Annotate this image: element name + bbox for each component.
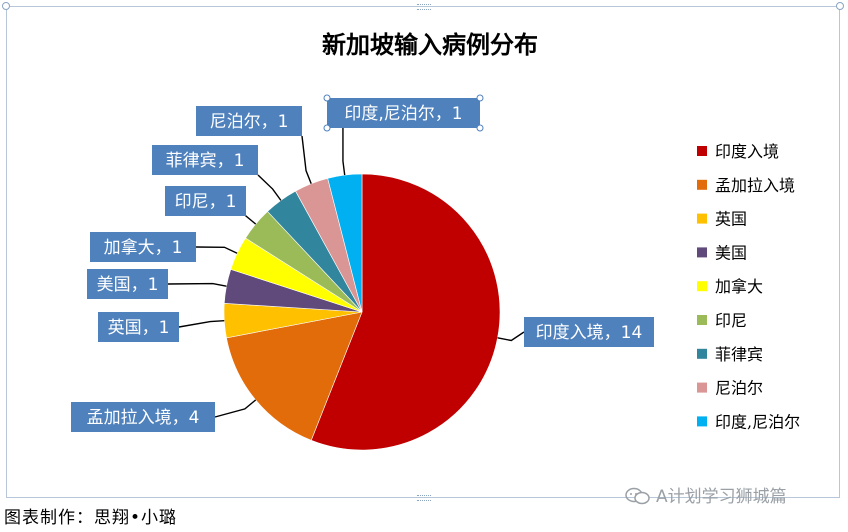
data-label-box [90,232,196,262]
legend-label: 美国 [715,243,747,262]
legend-label: 加拿大 [715,277,763,296]
data-label-box [152,145,258,175]
chart-title: 新加坡输入病例分布 [322,31,538,59]
legend-label: 英国 [715,210,747,229]
chart-caption: 图表制作：思翔•小璐 [4,508,178,528]
legend-label: 印度入境 [715,142,779,161]
data-label: 印度入境，14 [536,323,643,343]
leader-line [244,213,257,225]
data-label: 加拿大，1 [104,237,183,258]
data-label: 英国，1 [108,318,170,338]
legend-swatch [697,416,707,427]
leader-line [214,399,257,418]
legend-swatch [697,247,707,258]
data-label: 美国，1 [97,275,159,295]
legend-swatch [697,213,707,224]
legend-label: 尼泊尔 [715,379,763,398]
data-label: 印尼，1 [175,192,237,212]
top-left-resize-handle[interactable] [2,2,10,10]
legend-swatch [697,179,707,190]
pie-slice [327,173,363,313]
data-label-box [327,98,480,128]
legend-label: 印尼 [715,311,747,330]
legend-swatch [697,281,707,292]
data-label-box [165,186,246,216]
legend-label: 菲律宾 [715,345,763,364]
watermark-text: A计划学习狮城篇 [656,487,787,507]
leader-line [342,128,346,176]
data-label: 印度,尼泊尔，1 [344,104,462,124]
top-right-resize-handle[interactable] [836,2,844,10]
data-label: 菲律宾，1 [166,151,245,171]
leader-line [195,246,238,254]
data-label-box [87,269,168,299]
data-label-box [524,317,654,347]
legend-label: 印度,尼泊尔 [715,412,800,431]
data-label-box [98,312,179,342]
pie-slice [226,311,363,441]
wechat-icon [625,487,650,505]
legend-swatch [697,348,707,359]
data-label-box [196,106,302,136]
legend-swatch [697,315,707,325]
legend-label: 孟加拉入境 [715,176,795,195]
label-selection-handle[interactable] [476,94,484,102]
watermark: A计划学习狮城篇 [624,482,787,507]
label-selection-handle[interactable] [323,94,331,102]
top-resize-handle[interactable] [417,4,431,10]
legend-swatch [697,146,707,156]
bottom-resize-handle[interactable] [417,495,431,501]
label-selection-handle[interactable] [476,124,484,132]
leader-line [257,174,282,201]
label-selection-handle[interactable] [323,124,331,132]
legend-swatch [697,382,707,393]
data-label: 尼泊尔，1 [210,112,289,132]
leader-line [497,331,525,342]
data-label-box [71,402,215,432]
leader-line [167,282,227,287]
leader-line [178,319,225,328]
data-label: 孟加拉入境，4 [87,408,200,428]
leader-line [301,135,312,184]
